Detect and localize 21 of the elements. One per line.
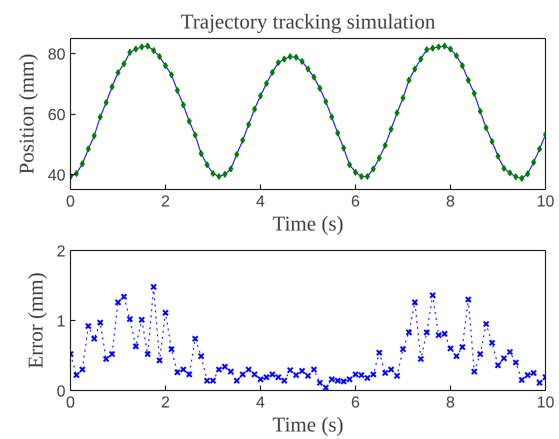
y-tick-label: 1 [56, 314, 66, 330]
x-tick-label: 2 [161, 194, 170, 210]
y-tick-label: 0 [56, 384, 66, 400]
y-tick-label: 40 [48, 167, 66, 184]
x-tick-label: 2 [161, 394, 170, 412]
x-tick-label: 10 [536, 394, 554, 412]
x-tick-label: 4 [256, 394, 266, 412]
x-tick-label: 8 [446, 194, 456, 210]
x-tick-label: 6 [351, 394, 360, 412]
x-tick-label: 8 [446, 394, 456, 412]
y-tick-label: 2 [56, 244, 66, 260]
chart-title: Trajectory tracking simulation [180, 10, 436, 34]
y-axis-title: Position (mm) [14, 54, 39, 174]
x-tick-label: 10 [536, 194, 554, 210]
y-tick-label: 60 [48, 107, 66, 124]
x-tick-label: 4 [256, 194, 266, 210]
y-tick-label: 80 [48, 46, 66, 64]
x-axis-title: Time (s) [272, 412, 344, 436]
x-tick-label: 6 [351, 194, 360, 210]
y-axis-title: Error (mm) [24, 272, 48, 369]
x-axis-title: Time (s) [272, 212, 344, 236]
